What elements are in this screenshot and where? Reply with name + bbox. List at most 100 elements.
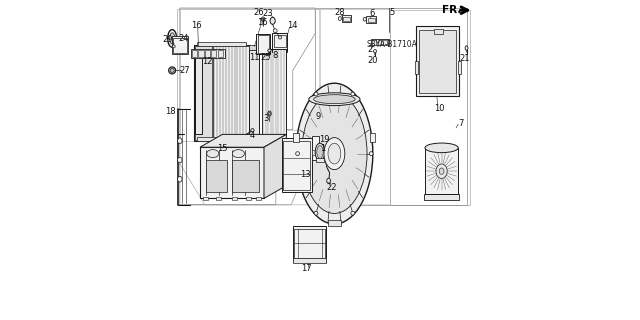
Bar (312, 136, 319, 160)
Bar (198, 50, 204, 57)
Bar (306, 164, 310, 169)
Text: 2: 2 (367, 45, 373, 54)
Ellipse shape (324, 138, 345, 170)
Bar (434, 29, 444, 34)
Text: 21: 21 (460, 54, 470, 63)
Bar (256, 34, 270, 54)
Ellipse shape (302, 94, 367, 213)
Text: 12: 12 (202, 57, 212, 66)
Ellipse shape (425, 143, 458, 153)
Ellipse shape (314, 95, 355, 104)
Ellipse shape (351, 92, 355, 96)
Ellipse shape (465, 46, 468, 50)
Text: 15: 15 (217, 144, 228, 153)
Bar (262, 49, 285, 135)
Ellipse shape (339, 17, 342, 20)
Bar (246, 197, 252, 200)
Text: 16: 16 (191, 21, 202, 30)
Text: 16: 16 (257, 18, 268, 27)
Ellipse shape (296, 152, 300, 156)
Bar (367, 18, 375, 22)
Text: FR.: FR. (442, 5, 461, 15)
Bar (425, 148, 458, 194)
Bar (195, 51, 202, 134)
Ellipse shape (314, 92, 318, 96)
Bar (191, 49, 225, 58)
Text: 8: 8 (273, 51, 278, 60)
Bar (216, 197, 221, 200)
Bar (204, 197, 208, 200)
Ellipse shape (269, 112, 270, 115)
Text: 20: 20 (367, 56, 378, 65)
Bar (372, 40, 376, 45)
Bar (312, 150, 315, 155)
Ellipse shape (232, 149, 244, 157)
Bar (193, 45, 250, 141)
Ellipse shape (328, 143, 340, 164)
Ellipse shape (308, 93, 360, 106)
Ellipse shape (317, 146, 323, 158)
Text: 4: 4 (249, 131, 255, 140)
Bar (419, 30, 456, 93)
Bar (212, 46, 249, 140)
Text: 13: 13 (300, 170, 310, 179)
Text: 28: 28 (335, 8, 345, 17)
Text: 7: 7 (458, 119, 463, 128)
Ellipse shape (207, 149, 219, 157)
Bar (294, 229, 325, 258)
Bar (292, 258, 326, 263)
Ellipse shape (178, 176, 182, 182)
Bar (282, 138, 312, 192)
Ellipse shape (436, 164, 447, 178)
Text: 6: 6 (369, 9, 374, 18)
Text: 24: 24 (179, 34, 189, 43)
Text: 23: 23 (263, 9, 273, 18)
Bar (197, 137, 246, 141)
Bar (415, 61, 419, 74)
Ellipse shape (169, 67, 175, 74)
Text: 1: 1 (320, 144, 325, 153)
Bar (211, 50, 216, 57)
Ellipse shape (168, 29, 177, 47)
Text: 11: 11 (249, 53, 260, 62)
Text: 17: 17 (301, 264, 312, 273)
Ellipse shape (170, 68, 174, 73)
Ellipse shape (261, 17, 265, 21)
Ellipse shape (326, 161, 329, 165)
Bar (371, 39, 389, 45)
Ellipse shape (314, 211, 318, 215)
Bar (342, 15, 351, 22)
Bar (173, 38, 187, 53)
Ellipse shape (296, 83, 372, 224)
Text: 19: 19 (319, 135, 330, 144)
Bar (416, 26, 460, 96)
Ellipse shape (374, 50, 377, 53)
Bar (195, 46, 212, 140)
Bar (172, 36, 188, 54)
Ellipse shape (439, 168, 444, 174)
Text: S3YA-B1710A: S3YA-B1710A (367, 40, 417, 49)
Text: 3: 3 (263, 114, 268, 123)
Text: 10: 10 (434, 104, 444, 113)
Text: 26: 26 (254, 8, 264, 17)
Text: 9: 9 (316, 112, 321, 121)
Bar (283, 141, 310, 190)
Bar (249, 50, 259, 136)
Ellipse shape (251, 129, 254, 132)
Ellipse shape (270, 17, 275, 24)
Bar (256, 197, 261, 200)
Ellipse shape (369, 152, 373, 156)
Bar (274, 35, 285, 47)
Ellipse shape (172, 45, 175, 48)
Bar (328, 220, 341, 226)
Bar (232, 197, 237, 200)
Bar (205, 50, 210, 57)
Bar (206, 160, 227, 192)
Text: 27: 27 (179, 66, 189, 75)
Bar (316, 158, 324, 162)
Text: 5: 5 (390, 8, 395, 17)
Text: 14: 14 (287, 21, 298, 30)
Text: 29: 29 (163, 35, 173, 44)
Bar (192, 50, 197, 57)
Ellipse shape (262, 18, 264, 20)
